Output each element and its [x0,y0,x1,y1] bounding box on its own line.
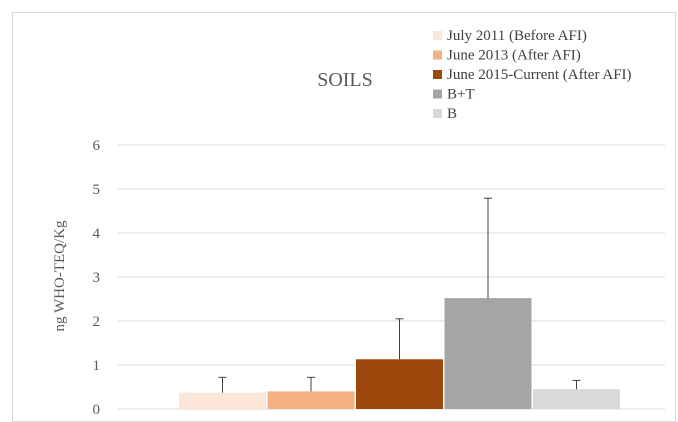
bar-0 [179,392,266,409]
y-tick-label-1: 1 [93,358,101,374]
y-tick-label-2: 2 [93,314,101,330]
bar-3 [444,298,532,409]
legend-label-1: June 2013 (After AFI) [447,48,581,64]
legend-label-2: June 2015-Current (After AFI) [447,67,632,83]
bar-1 [267,391,355,409]
y-tick-label-4: 4 [93,226,101,242]
chart-title: SOILS [317,69,373,91]
legend-label-0: July 2011 (Before AFI) [447,28,587,44]
legend-label-4: B [447,106,457,122]
y-tick-label-3: 3 [93,270,101,286]
bar-2 [356,359,443,409]
legend-swatch-0 [433,31,442,40]
y-tick-label-0: 0 [93,402,101,415]
legend-swatch-2 [433,70,442,79]
legend-label-3: B+T [447,87,475,103]
y-tick-label-5: 5 [93,182,101,198]
legend-swatch-3 [433,89,442,99]
y-axis-label: ng WHO-TEQ/Kg [52,220,68,331]
bar-4 [533,389,620,409]
legend-swatch-1 [433,50,442,60]
legend-swatch-4 [433,109,442,118]
y-tick-label-6: 6 [93,138,101,154]
